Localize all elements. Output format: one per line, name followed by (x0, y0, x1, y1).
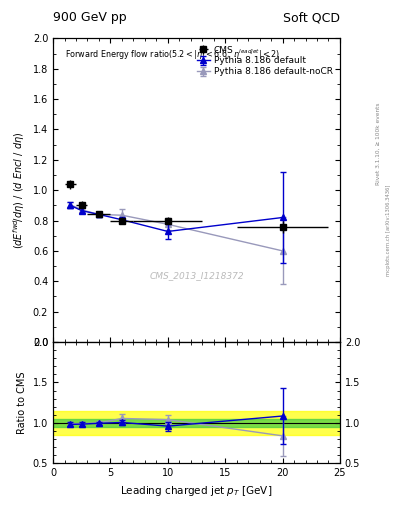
Legend: CMS, Pythia 8.186 default, Pythia 8.186 default-noCR: CMS, Pythia 8.186 default, Pythia 8.186 … (194, 43, 336, 79)
Y-axis label: Ratio to CMS: Ratio to CMS (17, 371, 27, 434)
Text: CMS_2013_I1218372: CMS_2013_I1218372 (149, 271, 244, 280)
Text: mcplots.cern.ch [arXiv:1306.3436]: mcplots.cern.ch [arXiv:1306.3436] (386, 185, 391, 276)
Text: Rivet 3.1.10, ≥ 100k events: Rivet 3.1.10, ≥ 100k events (376, 102, 380, 185)
X-axis label: Leading charged jet $p_T$ [GeV]: Leading charged jet $p_T$ [GeV] (120, 484, 273, 498)
Bar (53, 411, 340, 435)
Text: 900 GeV pp: 900 GeV pp (53, 11, 127, 24)
Text: Soft QCD: Soft QCD (283, 11, 340, 24)
Bar (53, 419, 340, 427)
Y-axis label: $(dE^{fwd}\!/d\eta)\ /\ (d\ Encl\ /\ d\eta)$: $(dE^{fwd}\!/d\eta)\ /\ (d\ Encl\ /\ d\e… (11, 132, 27, 249)
Text: Forward Energy flow ratio$(5.2 < |\eta| < 6.6,\ \eta^{leadjet}| < 2)$: Forward Energy flow ratio$(5.2 < |\eta| … (64, 48, 280, 62)
